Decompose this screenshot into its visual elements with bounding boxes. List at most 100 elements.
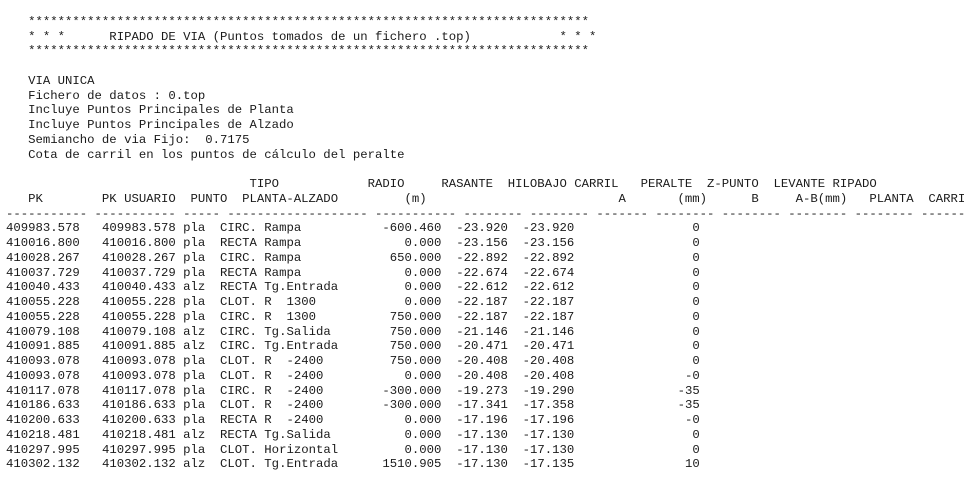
table-header-line-2: PK PK USUARIO PUNTO PLANTA-ALZADO (m) A … [6,191,964,206]
cell-radio: 750.000 [367,339,449,354]
cell-pk-usuario: 410055.228 [94,295,184,309]
table-row: 410016.800 410016.800 pla RECTA Rampa 0.… [6,236,964,251]
cell-pk-usuario: 410186.633 [94,398,184,413]
cell-rasante: -22.612 [448,280,516,295]
cell-radio: 750.000 [367,324,449,339]
table-row: 410040.433 410040.433 alz RECTA Tg.Entra… [6,280,964,295]
cell-punto: pla [183,221,221,236]
cell-pk-usuario: 410200.633 [94,413,184,427]
table-row: 409983.578 409983.578 pla CIRC. Rampa -6… [6,221,964,236]
cell-pk: 410218.481 [6,427,95,442]
cell-peralte: 0 [574,236,700,250]
cell-rasante: -17.341 [448,398,516,413]
cell-rasante: -21.146 [448,324,516,339]
table-row: 410093.078 410093.078 pla CLOT. R -2400 … [6,369,964,384]
cell-rasante: -19.273 [448,383,516,398]
cell-tipo: RECTA Rampa [220,265,368,280]
cell-radio: -300.000 [367,383,449,398]
cell-tipo: CIRC. Rampa [220,221,368,236]
cell-hilobajo: -17.196 [515,413,575,427]
cell-pk: 410037.729 [6,265,95,280]
table-row: 410117.078 410117.078 pla CIRC. R -2400 … [6,384,964,399]
cell-radio: 750.000 [367,309,449,324]
cell-hilobajo: -17.130 [515,442,575,457]
table-row: 410093.078 410093.078 pla CLOT. R -2400 … [6,354,964,369]
cell-tipo: CLOT. R -2400 [220,354,368,368]
cell-tipo: CLOT. Horizontal [220,442,368,457]
cell-peralte: 0 [574,427,700,442]
cell-pk: 410055.228 [6,309,95,324]
cell-tipo: CIRC. Rampa [220,250,368,265]
table-row: 410297.995 410297.995 pla CLOT. Horizont… [6,443,964,458]
cell-tipo: CIRC. Tg.Salida [220,324,368,339]
cell-pk-usuario: 410091.885 [94,339,184,354]
cell-pk-usuario: 410093.078 [94,354,184,368]
cell-pk: 410093.078 [6,368,95,383]
info-cota: Cota de carril en los puntos de cálculo … [6,147,405,162]
cell-rasante: -20.408 [448,354,516,368]
cell-tipo: CLOT. R -2400 [220,368,368,383]
cell-punto: alz [183,427,221,442]
cell-pk-usuario: 410297.995 [94,442,184,457]
blank-line [6,59,964,74]
table-row: 410037.729 410037.729 pla RECTA Rampa 0.… [6,266,964,281]
cell-hilobajo: -22.187 [515,309,575,324]
table-row: 410055.228 410055.228 pla CLOT. R 1300 0… [6,295,964,310]
cell-rasante: -17.130 [448,457,516,472]
cell-pk: 410093.078 [6,354,95,368]
cell-punto: pla [183,398,221,413]
cell-pk-usuario: 410302.132 [94,457,184,472]
cell-radio: 0.000 [367,236,449,250]
cell-pk: 409983.578 [6,221,95,236]
cell-pk: 410117.078 [6,383,95,398]
table-row: 410079.108 410079.108 alz CIRC. Tg.Salid… [6,325,964,340]
cell-radio: -600.460 [367,221,449,236]
cell-tipo: CIRC. Tg.Entrada [220,339,368,354]
report-listing: ****************************************… [6,0,964,487]
cell-rasante: -20.408 [448,368,516,383]
cell-radio: 0.000 [367,368,449,383]
cell-radio: -300.000 [367,398,449,413]
table-row: 410218.481 410218.481 alz RECTA Tg.Salid… [6,428,964,443]
cell-peralte: -35 [574,398,700,413]
cell-punto: alz [183,457,221,472]
cell-punto: pla [183,442,221,457]
cell-punto: pla [183,265,221,280]
info-via: VIA UNICA [6,73,95,88]
cell-peralte: 0 [574,339,700,354]
cell-pk-usuario: 410028.267 [94,250,184,265]
cell-tipo: CLOT. Tg.Entrada [220,457,368,472]
cell-peralte: 0 [574,295,700,309]
cell-hilobajo: -17.130 [515,427,575,442]
cell-rasante: -23.920 [448,221,516,236]
cell-pk: 410297.995 [6,442,95,457]
cell-hilobajo: -17.358 [515,398,575,413]
cell-pk: 410200.633 [6,413,95,427]
cell-pk-usuario: 410055.228 [94,309,184,324]
cell-peralte: 0 [574,442,700,457]
cell-punto: pla [183,295,221,309]
cell-hilobajo: -21.146 [515,324,575,339]
blank-line [6,162,964,177]
cell-tipo: CIRC. R 1300 [220,309,368,324]
cell-rasante: -17.196 [448,413,516,427]
cell-radio: 0.000 [367,280,449,295]
cell-peralte: 0 [574,354,700,368]
table-separator: ----------- ----------- ----- ----------… [6,206,964,221]
cell-hilobajo: -23.156 [515,236,575,250]
cell-hilobajo: -22.187 [515,295,575,309]
cell-tipo: RECTA R -2400 [220,413,368,427]
cell-pk: 410016.800 [6,236,95,250]
info-semiancho: Semiancho de via Fijo: 0.7175 [6,132,250,147]
cell-rasante: -22.187 [448,295,516,309]
cell-pk-usuario: 410037.729 [94,265,184,280]
cell-rasante: -22.187 [448,309,516,324]
cell-pk: 410040.433 [6,280,95,295]
table-row: 410200.633 410200.633 pla RECTA R -2400 … [6,413,964,428]
cell-peralte: 0 [574,280,700,295]
cell-pk-usuario: 409983.578 [94,221,184,236]
cell-peralte: 0 [574,221,700,236]
cell-radio: 0.000 [367,265,449,280]
cell-pk-usuario: 410218.481 [94,427,184,442]
cell-hilobajo: -22.674 [515,265,575,280]
